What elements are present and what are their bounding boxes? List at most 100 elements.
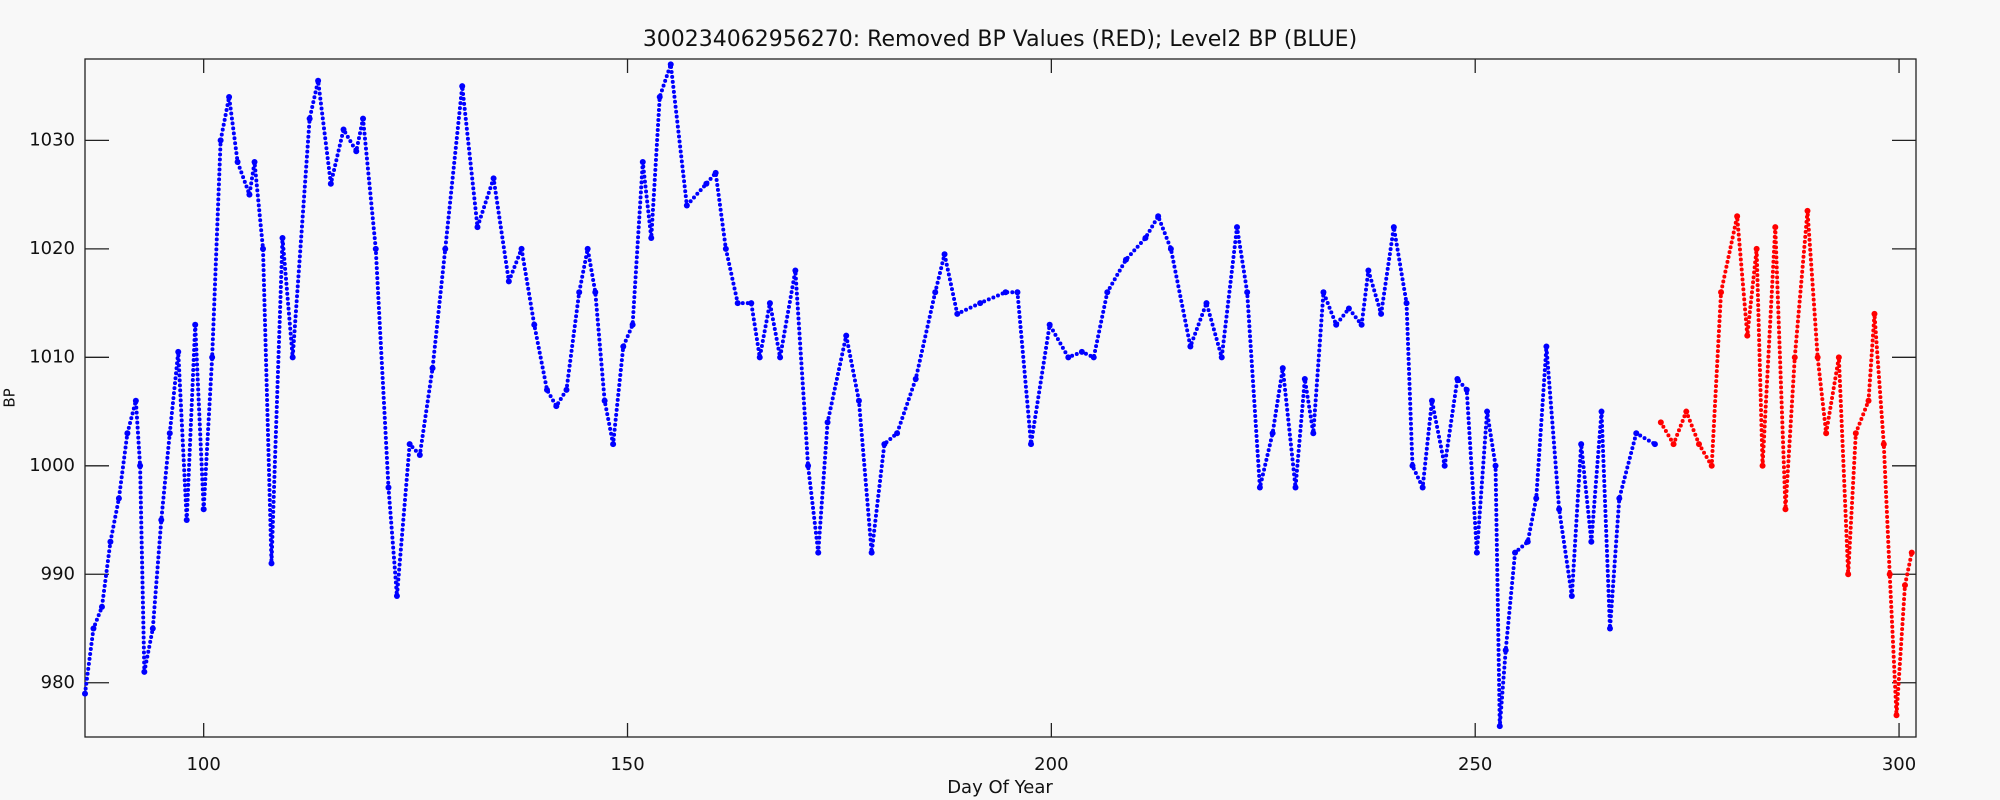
- y-tick-label: 1000: [29, 455, 75, 476]
- data-point: [1090, 354, 1097, 361]
- x-tick-label: 100: [186, 754, 220, 775]
- data-point: [1065, 354, 1072, 361]
- data-point: [1886, 571, 1893, 578]
- data-point: [137, 462, 144, 469]
- data-point: [792, 267, 799, 274]
- data-point: [1310, 430, 1317, 437]
- data-point: [1657, 419, 1664, 426]
- data-point: [1167, 245, 1174, 252]
- data-point: [289, 354, 296, 361]
- data-point: [1865, 397, 1872, 404]
- data-point: [1403, 300, 1410, 307]
- data-point: [107, 538, 114, 545]
- data-point: [1893, 712, 1900, 719]
- data-point: [734, 300, 741, 307]
- data-point: [217, 137, 224, 144]
- data-point: [1492, 462, 1499, 469]
- data-point: [553, 403, 560, 410]
- x-tick-label: 150: [610, 754, 644, 775]
- data-point: [474, 224, 481, 231]
- data-point: [141, 668, 148, 675]
- data-point: [1234, 224, 1241, 231]
- data-point: [1104, 289, 1111, 296]
- data-point: [518, 245, 525, 252]
- data-point: [1791, 354, 1798, 361]
- data-point: [868, 549, 875, 556]
- data-point: [209, 354, 216, 361]
- data-point: [584, 245, 591, 252]
- data-point: [327, 180, 334, 187]
- data-point: [1454, 376, 1461, 383]
- data-point: [459, 83, 466, 90]
- data-point: [251, 159, 258, 166]
- data-point: [149, 625, 156, 632]
- data-point: [912, 376, 919, 383]
- data-point: [1901, 582, 1908, 589]
- data-point: [1378, 310, 1385, 317]
- data-point: [881, 441, 888, 448]
- x-tick-label: 300: [1882, 754, 1916, 775]
- data-point: [385, 484, 392, 491]
- data-point: [1122, 256, 1129, 263]
- data-point: [824, 419, 831, 426]
- data-point: [610, 441, 617, 448]
- data-point: [90, 625, 97, 632]
- data-point: [722, 245, 729, 252]
- data-point: [279, 234, 286, 241]
- data-point: [1753, 245, 1760, 252]
- data-point: [843, 332, 850, 339]
- data-point: [360, 115, 367, 122]
- data-point: [629, 321, 636, 328]
- data-point: [1814, 354, 1821, 361]
- data-point: [1244, 289, 1251, 296]
- data-point: [1852, 430, 1859, 437]
- data-point: [1292, 484, 1299, 491]
- data-point: [756, 354, 763, 361]
- data-point: [1203, 300, 1210, 307]
- data-point: [894, 430, 901, 437]
- data-point: [1014, 289, 1021, 296]
- data-point: [158, 517, 165, 524]
- data-point: [777, 354, 784, 361]
- data-point: [490, 175, 497, 182]
- data-point: [1606, 625, 1613, 632]
- data-point: [200, 506, 207, 513]
- data-point: [1502, 647, 1509, 654]
- data-point: [1543, 343, 1550, 350]
- data-point: [1512, 549, 1519, 556]
- data-point: [1155, 213, 1162, 220]
- data-point: [1078, 348, 1085, 355]
- data-point: [260, 245, 267, 252]
- data-point: [563, 386, 570, 393]
- data-point: [372, 245, 379, 252]
- data-point: [98, 603, 105, 610]
- data-point: [1651, 441, 1658, 448]
- data-point: [954, 310, 961, 317]
- data-point: [166, 430, 173, 437]
- data-point: [1578, 441, 1585, 448]
- data-point: [1823, 430, 1830, 437]
- data-point: [576, 289, 583, 296]
- data-point: [1568, 592, 1575, 599]
- data-point: [766, 300, 773, 307]
- y-tick-label: 990: [41, 563, 75, 584]
- data-point: [531, 321, 538, 328]
- data-point: [1845, 571, 1852, 578]
- x-tick-label: 250: [1458, 754, 1492, 775]
- data-point: [226, 93, 233, 100]
- data-point: [703, 180, 710, 187]
- data-point: [315, 77, 322, 84]
- data-point: [1695, 441, 1702, 448]
- data-point: [115, 495, 122, 502]
- data-point: [1670, 441, 1677, 448]
- data-point: [1473, 549, 1480, 556]
- data-point: [442, 245, 449, 252]
- x-axis-label: Day Of Year: [947, 777, 1053, 798]
- data-point: [1028, 441, 1035, 448]
- data-point: [1880, 441, 1887, 448]
- data-point: [192, 321, 199, 328]
- data-point: [1708, 462, 1715, 469]
- plot-frame: [84, 58, 1917, 738]
